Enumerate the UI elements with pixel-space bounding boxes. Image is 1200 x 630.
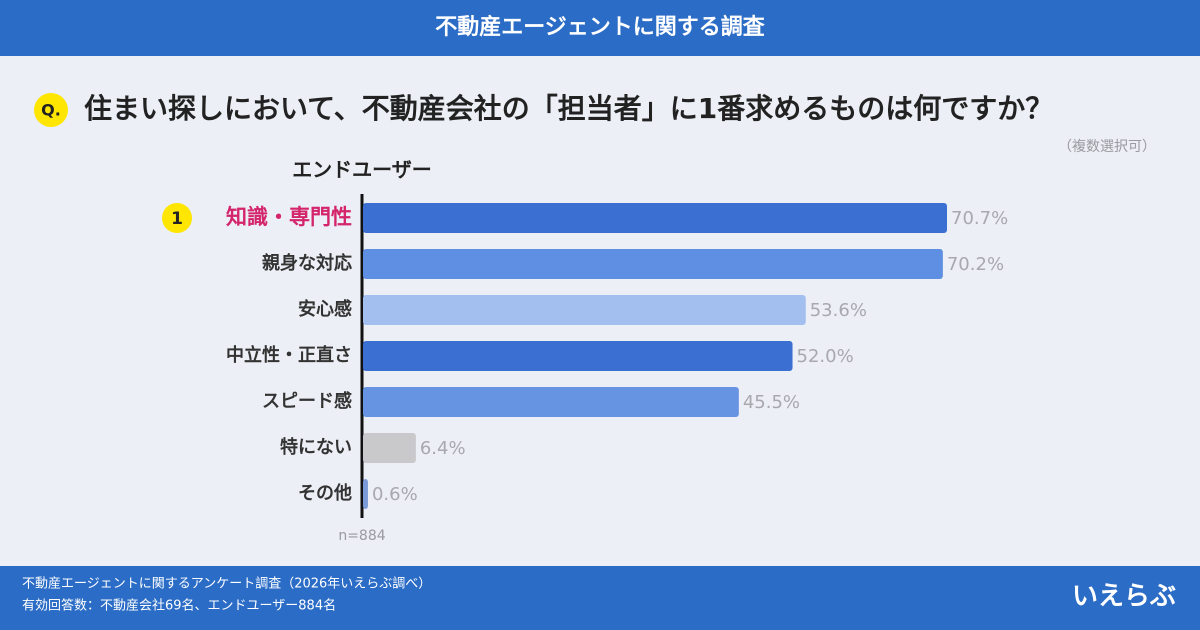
- sample-note: n=884: [338, 528, 385, 544]
- footer-bar: [0, 566, 1200, 630]
- value-label: 45.5%: [743, 392, 800, 413]
- header-bar: [0, 0, 1200, 56]
- q-badge: Q.: [41, 101, 61, 120]
- category-label: 中立性・正直さ: [226, 344, 352, 366]
- value-label: 70.7%: [951, 208, 1008, 229]
- value-label: 70.2%: [947, 254, 1004, 275]
- bar: [363, 295, 806, 325]
- value-label: 52.0%: [797, 346, 854, 367]
- category-label: その他: [298, 482, 352, 504]
- question-text: 住まい探しにおいて、不動産会社の「担当者」に1番求めるものは何ですか？: [84, 92, 1053, 125]
- q-badge-bg: [34, 93, 68, 127]
- bar: [363, 479, 368, 509]
- bar: [363, 203, 947, 233]
- value-label: 0.6%: [372, 484, 418, 505]
- rank-badge-bg: [162, 203, 192, 233]
- rank-badge: 1: [171, 209, 183, 229]
- question-note: （複数選択可）: [1058, 138, 1156, 155]
- category-label: 安心感: [298, 298, 352, 320]
- category-label: 親身な対応: [262, 252, 352, 274]
- bar: [363, 249, 943, 279]
- footer-line: 不動産エージェントに関するアンケート調査（2026年いえらぶ調べ）: [22, 576, 431, 592]
- bar-chart: 知識・専門性 1 70.7% 親身な対応 70.2% 安心感 53.6% 中立性・正直さ 52.…: [162, 203, 1008, 509]
- category-label: スピード感: [262, 390, 352, 412]
- footer-line: 有効回答数：不動産会社69名、エンドユーザー884名: [22, 598, 336, 614]
- logo: いえらぶ: [1072, 582, 1176, 612]
- bar: [363, 387, 739, 417]
- value-label: 53.6%: [810, 300, 867, 321]
- bar: [363, 341, 793, 371]
- chart-subtitle: エンドユーザー: [292, 158, 432, 182]
- value-label: 6.4%: [420, 438, 466, 459]
- category-label: 知識・専門性: [226, 205, 352, 229]
- header-title: 不動産エージェントに関する調査: [435, 14, 766, 40]
- category-label: 特にない: [280, 436, 352, 458]
- bar: [363, 433, 416, 463]
